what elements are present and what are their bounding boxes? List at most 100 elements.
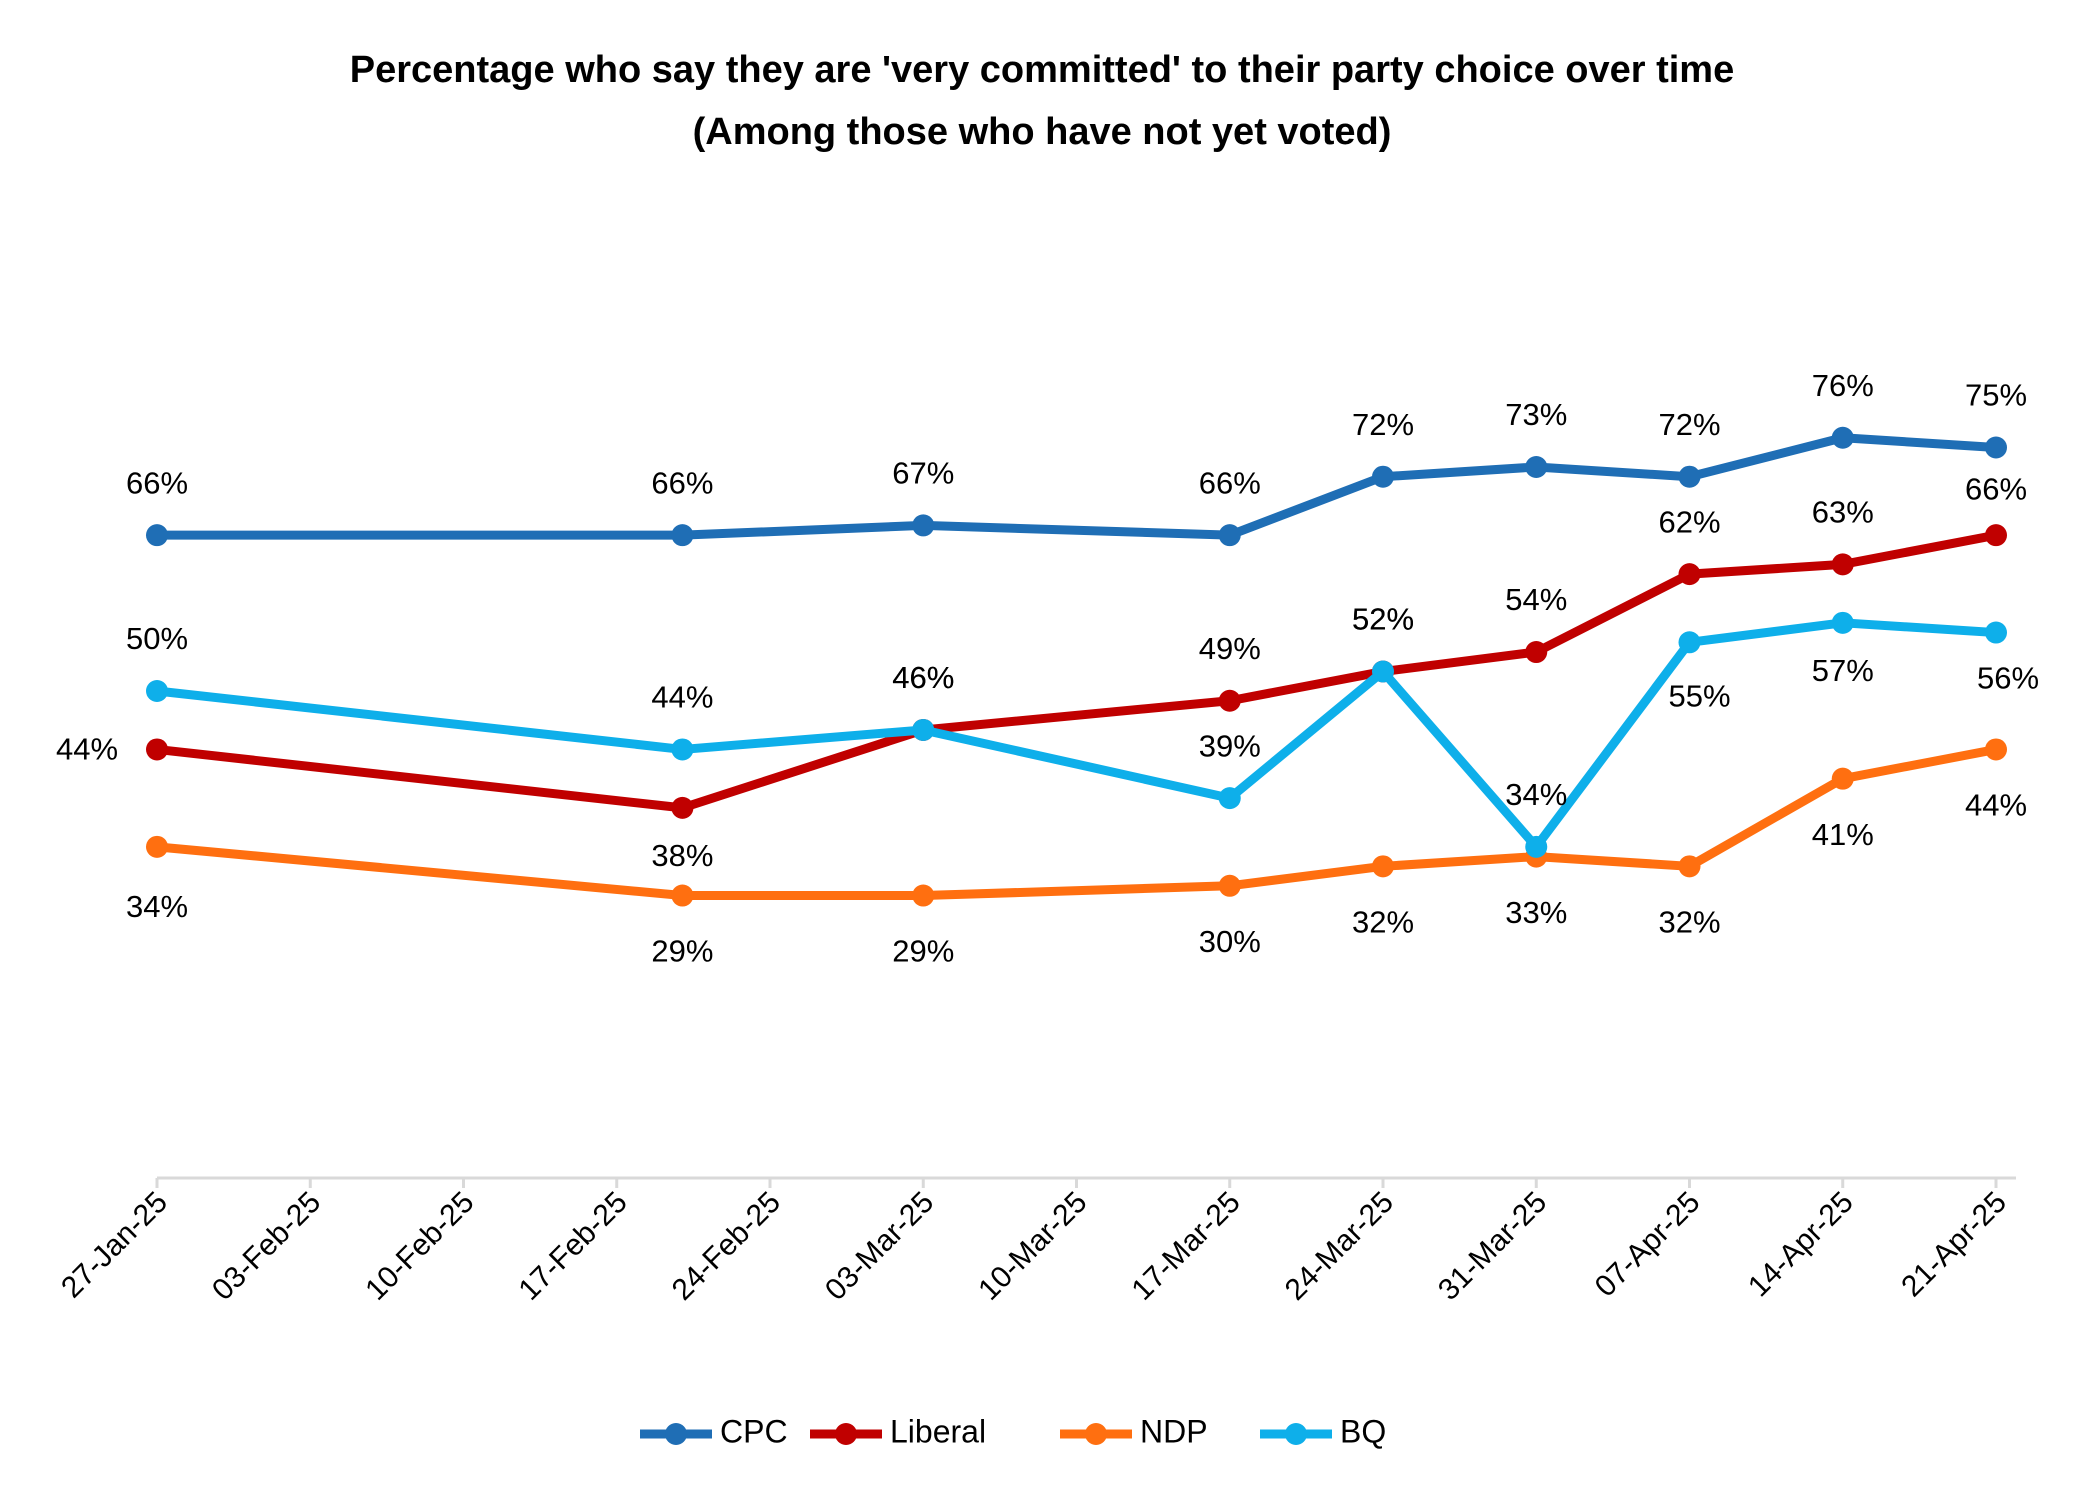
data-label-ndp: 32% (1352, 905, 1414, 940)
x-tick-label: 10-Feb-25 (359, 1186, 480, 1307)
series-bq (146, 611, 2007, 858)
legend-marker (665, 1423, 687, 1445)
data-label-bq: 34% (1505, 777, 1567, 812)
data-point-cpc (671, 524, 694, 547)
data-point-liberal (146, 738, 168, 761)
legend-label: BQ (1340, 1413, 1386, 1449)
plot-area (146, 426, 2007, 907)
data-label-liberal: 62% (1658, 504, 1720, 539)
series-liberal (146, 524, 2007, 819)
data-point-bq (1372, 660, 1394, 683)
x-tick-label: 24-Mar-25 (1279, 1186, 1400, 1307)
data-point-ndp (1678, 855, 1701, 878)
data-label-liberal: 44% (56, 732, 118, 767)
data-label-bq: 44% (651, 680, 713, 715)
series-cpc (146, 426, 2007, 547)
data-point-cpc (1678, 465, 1701, 488)
data-label-bq: 57% (1812, 653, 1874, 688)
data-point-liberal (1525, 641, 1548, 664)
legend-item-ndp: NDP (1060, 1413, 1208, 1449)
chart-title: Percentage who say they are 'very commit… (350, 49, 1734, 91)
x-tick-label: 21-Apr-25 (1895, 1186, 2013, 1304)
data-point-ndp (1218, 874, 1241, 897)
data-label-bq: 39% (1199, 728, 1261, 763)
data-point-cpc (146, 524, 168, 547)
data-point-liberal (1831, 553, 1854, 576)
data-point-ndp (146, 835, 168, 858)
data-point-ndp (1985, 738, 2007, 761)
data-point-ndp (671, 884, 694, 907)
data-point-liberal (1985, 524, 2007, 547)
data-label-cpc: 75% (1965, 378, 2027, 413)
data-label-cpc: 66% (1199, 465, 1261, 500)
data-point-cpc (1985, 436, 2007, 459)
data-point-ndp (912, 884, 935, 907)
data-point-bq (671, 738, 694, 761)
x-tick-label: 24-Feb-25 (666, 1186, 787, 1307)
data-point-bq (912, 718, 935, 741)
legend-label: CPC (720, 1413, 788, 1449)
data-label-ndp: 41% (1812, 817, 1874, 852)
data-labels: 34% 29% 29% 30% 32% 33% 32% 41% 44% 44% 38% 46% 49% 5… (56, 368, 2039, 969)
data-point-ndp (1372, 855, 1394, 878)
data-point-liberal (1678, 563, 1701, 586)
legend-item-bq: BQ (1260, 1413, 1386, 1449)
data-label-cpc: 76% (1812, 368, 1874, 403)
data-label-cpc: 73% (1505, 397, 1567, 432)
data-point-ndp (1831, 767, 1854, 790)
data-label-liberal: 49% (1199, 631, 1261, 666)
data-label-ndp: 30% (1199, 924, 1261, 959)
legend-label: NDP (1140, 1413, 1208, 1449)
data-point-cpc (1831, 426, 1854, 449)
data-label-ndp: 34% (126, 889, 188, 924)
x-tick-label: 31-Mar-25 (1432, 1186, 1553, 1307)
data-label-liberal: 63% (1812, 495, 1874, 530)
data-label-liberal: 66% (1965, 471, 2027, 506)
data-label-ndp: 44% (1965, 788, 2027, 823)
series-line-bq (152, 618, 2001, 852)
data-point-bq (146, 680, 168, 702)
x-tick-label: 17-Mar-25 (1126, 1186, 1247, 1307)
legend-marker (1085, 1423, 1107, 1445)
data-label-ndp: 29% (651, 934, 713, 969)
data-point-bq (1525, 835, 1548, 858)
data-point-bq (1218, 787, 1241, 810)
data-label-bq: 55% (1668, 678, 1730, 713)
data-label-cpc: 72% (1352, 407, 1414, 442)
data-point-cpc (1525, 455, 1548, 478)
legend-item-cpc: CPC (640, 1413, 788, 1449)
data-label-cpc: 67% (892, 456, 954, 491)
data-point-cpc (912, 514, 935, 537)
data-point-cpc (1372, 465, 1394, 488)
data-label-liberal: 46% (892, 660, 954, 695)
data-label-bq: 46% (892, 660, 954, 695)
x-tick-label: 14-Apr-25 (1742, 1186, 1860, 1304)
data-point-liberal (1218, 689, 1241, 712)
data-point-cpc (1218, 524, 1241, 547)
data-label-bq: 52% (1352, 602, 1414, 637)
legend-label: Liberal (890, 1413, 986, 1449)
data-label-bq: 50% (126, 621, 188, 656)
x-tick-label: 27-Jan-25 (55, 1186, 174, 1305)
legend-marker (1285, 1423, 1307, 1445)
x-axis: 27-Jan-25 03-Feb-25 10-Feb-25 17-Feb-25 24-F… (55, 1176, 2016, 1307)
data-label-ndp: 29% (892, 934, 954, 969)
legend-marker (835, 1423, 857, 1445)
data-label-liberal: 38% (651, 838, 713, 873)
data-label-ndp: 32% (1658, 905, 1720, 940)
data-label-bq: 56% (1977, 661, 2039, 696)
data-point-bq (1831, 611, 1854, 634)
data-label-liberal: 54% (1505, 582, 1567, 617)
legend: CPC Liberal NDP BQ (640, 1413, 1386, 1449)
data-label-liberal: 52% (1352, 602, 1414, 637)
data-point-liberal (671, 796, 694, 819)
data-point-bq (1985, 621, 2007, 644)
data-label-cpc: 66% (651, 465, 713, 500)
x-tick-label: 17-Feb-25 (512, 1186, 633, 1307)
data-label-cpc: 66% (126, 465, 188, 500)
x-tick-label: 03-Mar-25 (819, 1186, 940, 1307)
x-tick-label: 10-Mar-25 (972, 1186, 1093, 1307)
series-line-ndp (152, 744, 2001, 901)
series-ndp (146, 738, 2007, 907)
